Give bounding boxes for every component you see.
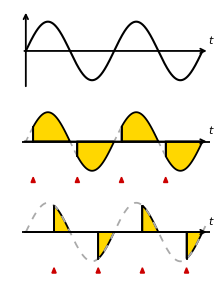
Polygon shape bbox=[75, 177, 79, 183]
Text: $t$: $t$ bbox=[208, 124, 215, 136]
Polygon shape bbox=[77, 142, 114, 171]
Polygon shape bbox=[184, 268, 189, 273]
Polygon shape bbox=[122, 112, 158, 142]
Polygon shape bbox=[142, 205, 158, 232]
Polygon shape bbox=[164, 177, 168, 183]
Polygon shape bbox=[52, 268, 56, 273]
Polygon shape bbox=[54, 205, 70, 232]
Polygon shape bbox=[140, 268, 145, 273]
Text: $t$: $t$ bbox=[208, 34, 215, 46]
Polygon shape bbox=[96, 268, 100, 273]
Polygon shape bbox=[33, 112, 70, 142]
Text: $t$: $t$ bbox=[208, 215, 215, 227]
Polygon shape bbox=[98, 232, 114, 259]
Polygon shape bbox=[31, 177, 35, 183]
Polygon shape bbox=[166, 142, 202, 171]
Polygon shape bbox=[187, 232, 202, 259]
Polygon shape bbox=[119, 177, 124, 183]
